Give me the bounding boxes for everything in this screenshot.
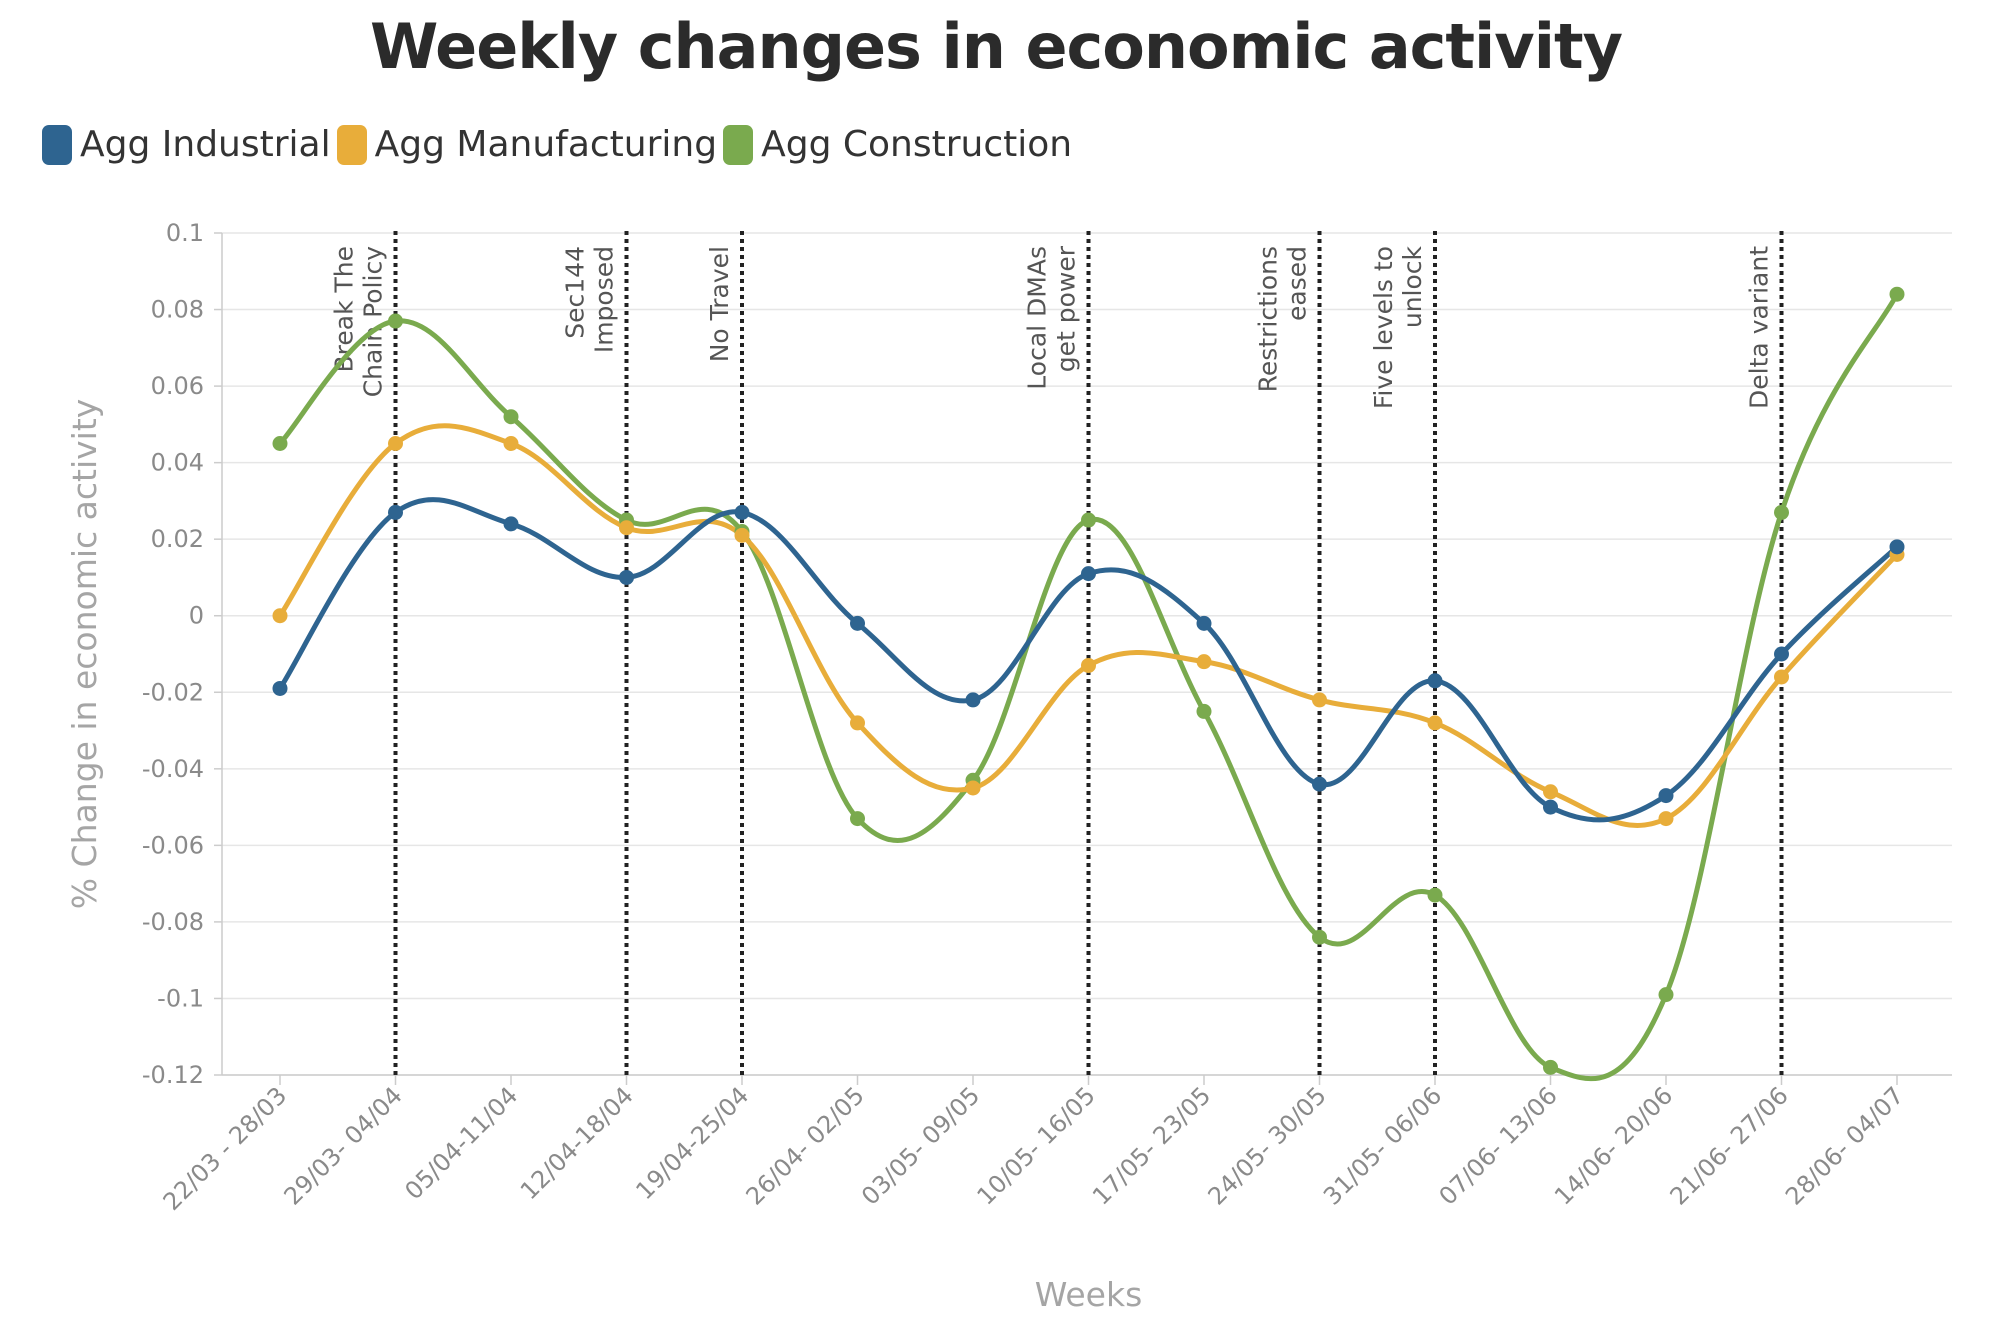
chart-title: Weekly changes in economic activity: [369, 10, 1623, 83]
y-tick-label: 0.02: [151, 525, 204, 553]
x-tick-label: 03/05- 09/05: [856, 1081, 985, 1210]
event-label: Local DMAs: [1023, 246, 1052, 390]
event-label: Chain Policy: [359, 246, 388, 397]
event-label: Sec144: [561, 246, 590, 339]
x-tick-label: 12/04-18/04: [515, 1081, 639, 1205]
data-point: [1081, 657, 1096, 673]
data-point: [1543, 784, 1558, 800]
y-tick-label: 0.04: [151, 449, 204, 477]
data-point: [1427, 715, 1443, 731]
data-point: [503, 516, 519, 532]
legend-item-construction[interactable]: Agg Construction: [723, 124, 1072, 165]
x-tick-label: 29/03- 04/04: [279, 1081, 408, 1210]
x-tick-label: 17/05- 23/05: [1087, 1081, 1216, 1210]
series-line: [277, 423, 1900, 829]
data-point: [1427, 673, 1443, 689]
x-tick-label: 10/05- 16/05: [972, 1081, 1101, 1210]
x-tick-label: 26/04- 02/05: [741, 1081, 870, 1210]
data-point: [850, 811, 865, 827]
event-label: Five levels to: [1369, 246, 1398, 409]
data-point: [850, 615, 865, 631]
x-tick-label: 24/05- 30/05: [1203, 1081, 1332, 1210]
y-tick-label: 0: [189, 602, 204, 630]
data-point: [1774, 669, 1789, 685]
x-tick-label: 28/06- 04/07: [1780, 1081, 1909, 1210]
x-axis-title: Weeks: [1035, 1275, 1143, 1314]
data-point: [965, 692, 981, 708]
data-point: [1312, 776, 1327, 792]
event-label: Delta variant: [1745, 246, 1774, 409]
data-point: [619, 569, 634, 585]
legend-swatch-manufacturing: [336, 124, 367, 165]
data-point: [1889, 286, 1905, 302]
legend: Agg Industrial Agg Manufacturing Agg Con…: [42, 124, 1078, 165]
event-label: Restrictions: [1254, 246, 1283, 392]
y-axis-title: % Change in economic activity: [65, 399, 104, 910]
y-tick-label: -0.12: [142, 1061, 204, 1089]
event-label: Imposed: [590, 246, 619, 353]
legend-label-construction: Agg Construction: [761, 124, 1073, 165]
y-tick-label: -0.06: [142, 831, 204, 859]
data-point: [1312, 692, 1327, 708]
data-point: [1774, 646, 1789, 662]
legend-label-industrial: Agg Industrial: [80, 124, 331, 165]
y-tick-label: 0.1: [166, 219, 204, 247]
x-tick-label: 14/06- 20/06: [1549, 1081, 1678, 1210]
data-point: [1658, 987, 1674, 1003]
legend-swatch-industrial: [42, 124, 72, 165]
data-point: [1196, 703, 1212, 719]
legend-item-manufacturing[interactable]: Agg Manufacturing: [336, 124, 718, 165]
y-tick-label: -0.1: [157, 984, 204, 1012]
data-point: [1312, 929, 1327, 945]
x-tick-label: 05/04-11/04: [399, 1081, 523, 1205]
data-point: [388, 436, 403, 451]
data-point: [1081, 512, 1096, 528]
y-tick-label: -0.02: [142, 678, 204, 706]
y-tick-label: 0.08: [151, 296, 204, 324]
data-point: [388, 313, 403, 329]
legend-label-manufacturing: Agg Manufacturing: [374, 124, 718, 165]
data-point: [1543, 799, 1558, 815]
y-tick-label: 0.06: [151, 372, 204, 400]
data-point: [1658, 811, 1674, 827]
data-point: [1196, 654, 1212, 670]
data-point: [1889, 539, 1905, 555]
data-point: [1081, 566, 1096, 582]
event-label: unlock: [1398, 245, 1427, 328]
legend-swatch-construction: [723, 124, 754, 165]
data-point: [388, 504, 403, 520]
event-label: No Travel: [705, 246, 734, 362]
x-tick-label: 21/06- 27/06: [1665, 1081, 1794, 1210]
data-point: [734, 504, 750, 520]
y-tick-label: -0.04: [142, 755, 204, 783]
y-tick-label: -0.08: [142, 908, 204, 936]
x-tick-label: 31/05- 06/06: [1318, 1081, 1447, 1210]
event-label: eased: [1283, 246, 1312, 321]
legend-item-industrial[interactable]: Agg Industrial: [42, 124, 331, 165]
data-point: [619, 520, 634, 536]
data-point: [1196, 615, 1212, 631]
data-point: [1543, 1059, 1558, 1075]
x-tick-label: 07/06- 13/06: [1434, 1081, 1563, 1210]
data-point: [503, 436, 519, 451]
data-point: [272, 608, 288, 624]
event-label: get power: [1052, 245, 1081, 372]
data-point: [1774, 504, 1789, 520]
data-point: [1427, 887, 1443, 903]
data-point: [965, 780, 981, 796]
x-tick-label: 19/04-25/04: [630, 1081, 754, 1205]
data-point: [272, 436, 288, 451]
data-point: [272, 680, 288, 696]
data-point: [503, 409, 519, 425]
x-tick-label: 22/03 - 28/03: [158, 1081, 293, 1216]
data-point: [1658, 788, 1674, 804]
event-label: Break The: [330, 246, 359, 373]
data-point: [734, 527, 750, 543]
data-point: [850, 715, 865, 731]
